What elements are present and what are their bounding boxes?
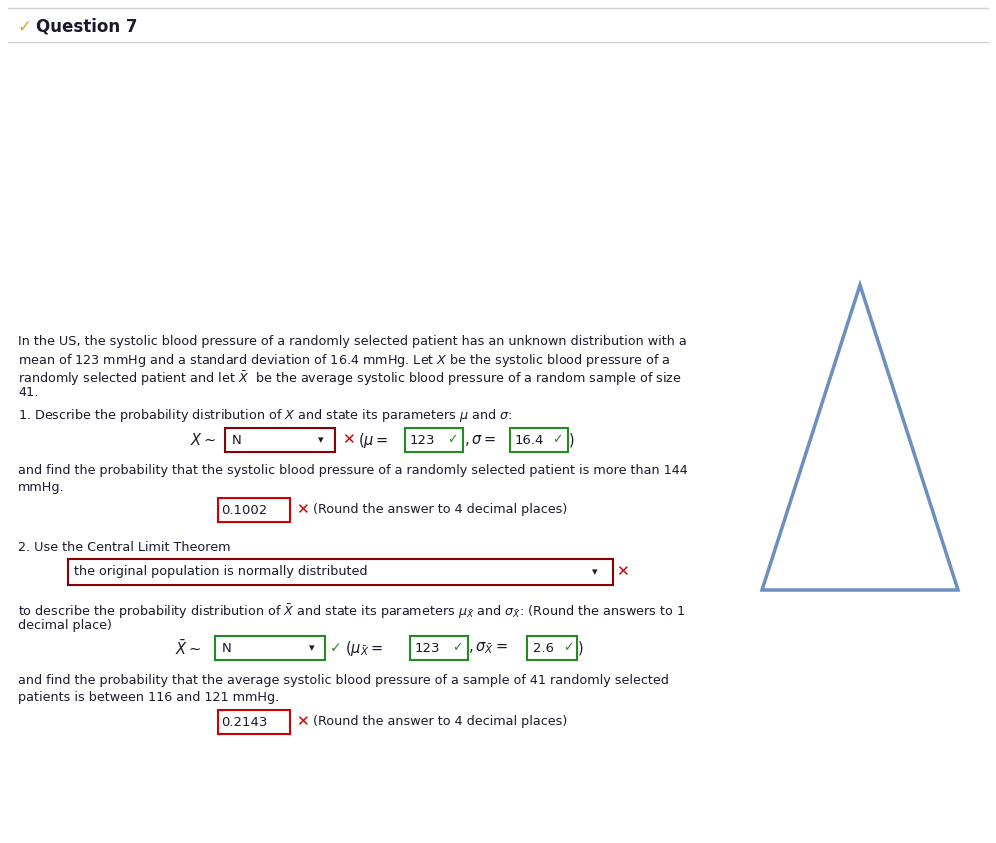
Text: 2. Use the Central Limit Theorem: 2. Use the Central Limit Theorem [18, 541, 230, 554]
Text: 0.2143: 0.2143 [221, 716, 267, 728]
Text: ): ) [569, 432, 575, 448]
FancyBboxPatch shape [68, 559, 613, 585]
Text: 1. Describe the probability distribution of $X$ and state its parameters $\mu$ a: 1. Describe the probability distribution… [18, 407, 512, 424]
Text: 123: 123 [415, 642, 440, 654]
Text: mean of 123 mmHg and a standard deviation of 16.4 mmHg. Let $X$ be the systolic : mean of 123 mmHg and a standard deviatio… [18, 352, 670, 369]
Text: ▾: ▾ [318, 435, 324, 445]
Text: ✓: ✓ [452, 642, 462, 654]
FancyBboxPatch shape [527, 636, 577, 660]
Text: Question 7: Question 7 [36, 18, 137, 36]
FancyBboxPatch shape [215, 636, 325, 660]
FancyBboxPatch shape [218, 498, 290, 522]
Text: 16.4: 16.4 [515, 433, 545, 447]
Text: 123: 123 [410, 433, 435, 447]
FancyBboxPatch shape [410, 636, 468, 660]
Text: ✕: ✕ [342, 432, 355, 448]
Text: mmHg.: mmHg. [18, 481, 65, 494]
Text: patients is between 116 and 121 mmHg.: patients is between 116 and 121 mmHg. [18, 691, 279, 704]
Text: $( \mu =$: $( \mu =$ [358, 431, 388, 449]
Text: ✕: ✕ [616, 565, 628, 579]
Text: 41.: 41. [18, 386, 38, 399]
Text: ): ) [578, 641, 584, 656]
Text: ✕: ✕ [296, 502, 309, 518]
Text: 2.6: 2.6 [533, 642, 554, 654]
FancyBboxPatch shape [218, 710, 290, 734]
Text: $\bar{X} \sim$: $\bar{X} \sim$ [175, 638, 201, 658]
Text: and find the probability that the average systolic blood pressure of a sample of: and find the probability that the averag… [18, 674, 669, 687]
Text: the original population is normally distributed: the original population is normally dist… [74, 566, 368, 578]
Text: ✓: ✓ [552, 433, 563, 447]
Text: 0.1002: 0.1002 [221, 503, 267, 517]
FancyBboxPatch shape [510, 428, 568, 452]
Text: (Round the answer to 4 decimal places): (Round the answer to 4 decimal places) [313, 716, 568, 728]
Text: ✓: ✓ [447, 433, 457, 447]
Text: $X \sim$: $X \sim$ [190, 432, 216, 448]
Text: ✓: ✓ [18, 18, 32, 36]
Text: and find the probability that the systolic blood pressure of a randomly selected: and find the probability that the systol… [18, 464, 688, 477]
Text: randomly selected patient and let $\bar{X}$  be the average systolic blood press: randomly selected patient and let $\bar{… [18, 369, 682, 388]
Text: $, \sigma_{\bar{X}} =$: $, \sigma_{\bar{X}} =$ [468, 640, 508, 656]
Text: decimal place): decimal place) [18, 619, 112, 632]
Text: N: N [222, 642, 232, 654]
Text: $( \mu_{\bar{X}} =$: $( \mu_{\bar{X}} =$ [345, 638, 382, 658]
Text: $, \sigma =$: $, \sigma =$ [464, 432, 496, 448]
Text: to describe the probability distribution of $\bar{X}$ and state its parameters $: to describe the probability distribution… [18, 602, 685, 620]
Text: ✕: ✕ [296, 715, 309, 729]
Text: N: N [232, 433, 242, 447]
FancyBboxPatch shape [225, 428, 335, 452]
Text: ▾: ▾ [309, 643, 315, 653]
Text: In the US, the systolic blood pressure of a randomly selected patient has an unk: In the US, the systolic blood pressure o… [18, 335, 687, 348]
Text: ✓: ✓ [563, 642, 574, 654]
Text: ▾: ▾ [592, 567, 598, 577]
FancyBboxPatch shape [405, 428, 463, 452]
Text: (Round the answer to 4 decimal places): (Round the answer to 4 decimal places) [313, 503, 568, 517]
Text: ✓: ✓ [330, 641, 342, 655]
